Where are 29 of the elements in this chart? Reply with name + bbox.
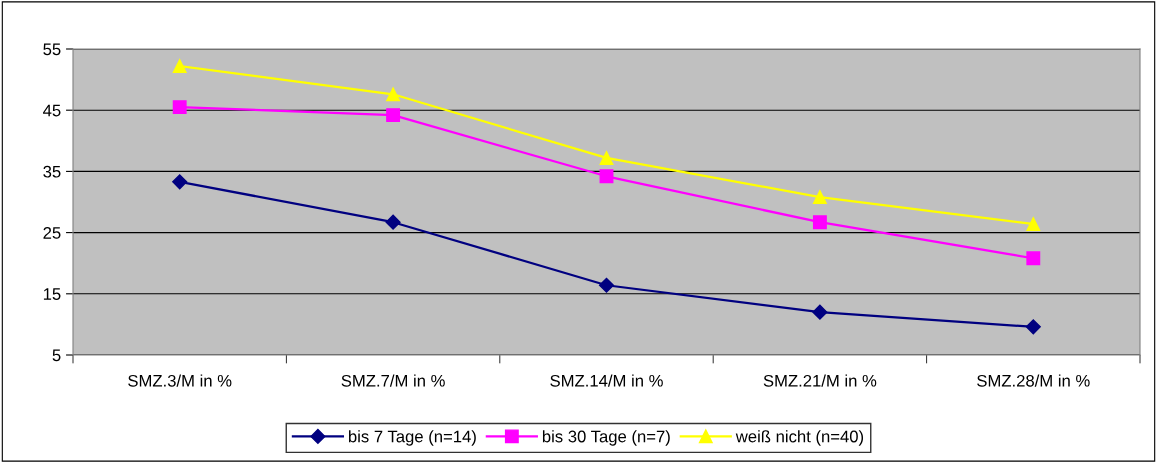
y-tick-label: 45: [43, 104, 61, 117]
y-tick-label: 15: [43, 288, 61, 300]
x-tick-label: SMZ.3/M in %: [128, 374, 232, 387]
point: [172, 174, 188, 190]
y-tick-label: 35: [43, 165, 61, 178]
y-tick-label: 5: [52, 349, 61, 362]
x-tick-label: SMZ.7/M in %: [341, 374, 445, 387]
x-tick-label: SMZ.14/M in %: [550, 374, 663, 387]
x-tick-label: SMZ.28/M in %: [977, 374, 1090, 387]
x-tick-label: SMZ.21/M in %: [763, 374, 877, 387]
point: [1026, 217, 1041, 231]
point: [598, 277, 615, 293]
legend-label: bis 30 Tage (n=7): [542, 430, 670, 446]
point: [599, 150, 614, 165]
point: [812, 304, 828, 320]
point: [812, 215, 827, 230]
point: [1025, 319, 1041, 335]
point: [386, 87, 401, 102]
point: [812, 190, 827, 205]
point: [599, 169, 614, 184]
point: [1026, 251, 1041, 266]
point: [172, 100, 187, 115]
point: [172, 59, 187, 74]
point: [386, 108, 401, 123]
point: [385, 214, 401, 230]
y-tick-label: 25: [43, 227, 61, 239]
y-tick-label: 55: [43, 43, 61, 56]
legend-label: bis 7 Tage (n=14): [348, 430, 476, 446]
legend-label: weiß nicht (n=40): [735, 430, 864, 446]
